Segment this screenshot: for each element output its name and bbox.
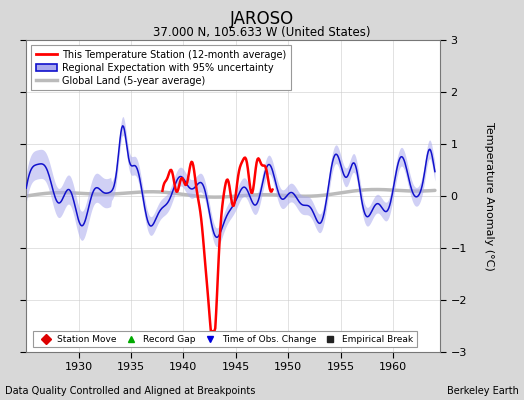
Text: Berkeley Earth: Berkeley Earth (447, 386, 519, 396)
Text: Data Quality Controlled and Aligned at Breakpoints: Data Quality Controlled and Aligned at B… (5, 386, 256, 396)
Text: 37.000 N, 105.633 W (United States): 37.000 N, 105.633 W (United States) (153, 26, 371, 39)
Y-axis label: Temperature Anomaly (°C): Temperature Anomaly (°C) (484, 122, 494, 270)
Legend: Station Move, Record Gap, Time of Obs. Change, Empirical Break: Station Move, Record Gap, Time of Obs. C… (33, 331, 417, 348)
Text: JAROSO: JAROSO (230, 10, 294, 28)
